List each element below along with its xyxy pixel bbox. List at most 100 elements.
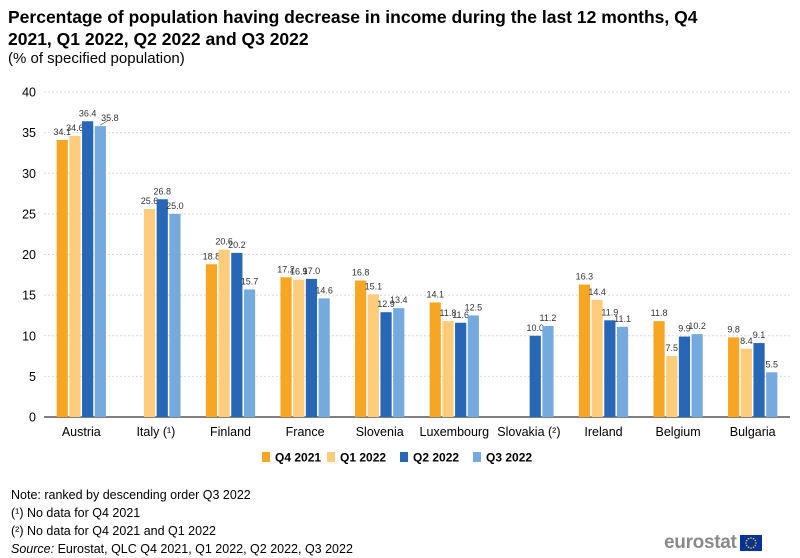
- data-label: 34.6: [66, 123, 84, 133]
- bar: [604, 320, 616, 417]
- data-label: 8.4: [740, 336, 753, 346]
- data-label: 20.2: [228, 240, 246, 250]
- bar: [766, 372, 778, 417]
- x-tick-label: Luxembourg: [420, 425, 490, 439]
- eu-star: [744, 542, 747, 544]
- legend-swatch: [262, 452, 270, 462]
- bar: [728, 337, 740, 418]
- y-tick-label: 10: [22, 329, 36, 343]
- bar: [380, 312, 392, 417]
- y-tick-label: 5: [29, 370, 36, 384]
- data-label: 36.4: [79, 108, 97, 118]
- bar: [82, 121, 94, 417]
- bar: [218, 249, 230, 418]
- data-label: 16.3: [576, 272, 594, 282]
- bar: [429, 302, 441, 417]
- bar: [678, 336, 691, 417]
- data-label: 34.1: [53, 127, 71, 137]
- x-tick-label: Slovakia (²): [497, 425, 560, 439]
- data-label: 10.2: [688, 321, 706, 331]
- eu-star: [752, 546, 754, 549]
- bar: [169, 213, 181, 418]
- bar: [529, 335, 541, 417]
- bar: [442, 321, 454, 418]
- x-tick-label: Austria: [62, 425, 101, 439]
- data-label: 14.6: [315, 285, 333, 295]
- eu-flag-icon: [739, 535, 762, 551]
- y-tick-label: 0: [29, 411, 36, 425]
- bar: [280, 277, 292, 417]
- legend-label: Q1 2022: [340, 451, 386, 465]
- bar: [542, 326, 554, 417]
- data-label: 25.0: [166, 201, 184, 211]
- bar: [653, 321, 665, 418]
- data-label: 12.9: [377, 299, 395, 309]
- bar: [143, 209, 156, 417]
- y-tick-label: 20: [22, 248, 36, 262]
- bar: [666, 356, 678, 417]
- note-italy: (¹) No data for Q4 2021: [11, 506, 141, 520]
- chart-subtitle: (% of specified population): [8, 50, 185, 67]
- data-label: 15.1: [365, 281, 383, 291]
- x-tick-label: France: [286, 425, 325, 439]
- data-label: 11.8: [651, 308, 668, 318]
- bar: [94, 126, 106, 417]
- bar: [691, 334, 703, 418]
- bar: [367, 294, 379, 417]
- legend-label: Q4 2021: [275, 451, 321, 465]
- bar: [616, 326, 629, 417]
- legend-swatch: [327, 452, 335, 462]
- legend-swatch: [473, 452, 481, 462]
- bar: [393, 308, 405, 418]
- bar: [243, 289, 256, 417]
- bar: [205, 264, 218, 417]
- y-tick-label: 35: [22, 126, 36, 140]
- bar-chart: 0 5 10 15 20 25 30 35 40 34.134.6 36.4 35.8 Austria 2…: [22, 86, 790, 465]
- legend-label: Q2 2022: [413, 451, 459, 465]
- eurostat-wordmark: eurostat: [664, 532, 737, 553]
- y-tick-label: 15: [22, 289, 36, 303]
- data-label: 16.9: [290, 267, 308, 277]
- eu-star: [745, 544, 748, 547]
- data-label: 18.8: [203, 251, 221, 261]
- eu-star: [745, 539, 748, 542]
- data-label: 9.9: [678, 324, 691, 334]
- eu-star: [749, 537, 752, 539]
- data-label: 11.6: [452, 310, 469, 320]
- data-label: 16.8: [352, 268, 370, 278]
- data-label: 9.8: [727, 324, 740, 334]
- data-label: 9.1: [753, 330, 766, 340]
- legend-label: Q3 2022: [486, 451, 532, 465]
- y-tick-label: 40: [22, 86, 36, 100]
- eu-star: [754, 542, 757, 544]
- bar: [455, 322, 467, 417]
- eu-star: [752, 537, 754, 540]
- x-tick-label: Belgium: [656, 425, 701, 439]
- data-label: 10.0: [526, 323, 544, 333]
- data-label: 11.9: [601, 307, 618, 317]
- data-label: 5.5: [765, 359, 778, 369]
- bar: [318, 298, 330, 418]
- legend-swatch: [400, 452, 408, 462]
- data-label-leader: [100, 120, 108, 126]
- bar: [305, 278, 318, 418]
- x-tick-label: Italy (¹): [136, 425, 175, 439]
- source-text: Eurostat, QLC Q4 2021, Q1 2022, Q2 2022,…: [54, 542, 353, 556]
- bar: [156, 199, 168, 417]
- bar: [753, 343, 765, 417]
- data-label: 26.8: [153, 186, 171, 196]
- eu-star: [747, 537, 749, 540]
- data-label: 14.4: [588, 287, 606, 297]
- data-label: 15.7: [241, 276, 259, 286]
- x-tick-label: Bulgaria: [730, 425, 776, 439]
- data-label: 25.6: [141, 196, 159, 206]
- bar: [578, 284, 591, 417]
- data-label: 7.5: [665, 343, 678, 353]
- y-tick-label: 30: [22, 167, 36, 181]
- data-label: 14.1: [426, 289, 444, 299]
- bar: [69, 135, 81, 418]
- note-slovakia: (²) No data for Q4 2021 and Q1 2022: [11, 524, 216, 538]
- eurostat-logo: eurostat: [664, 532, 762, 554]
- data-label: 11.2: [540, 313, 557, 323]
- note-ranking: Note: ranked by descending order Q3 2022: [11, 488, 251, 502]
